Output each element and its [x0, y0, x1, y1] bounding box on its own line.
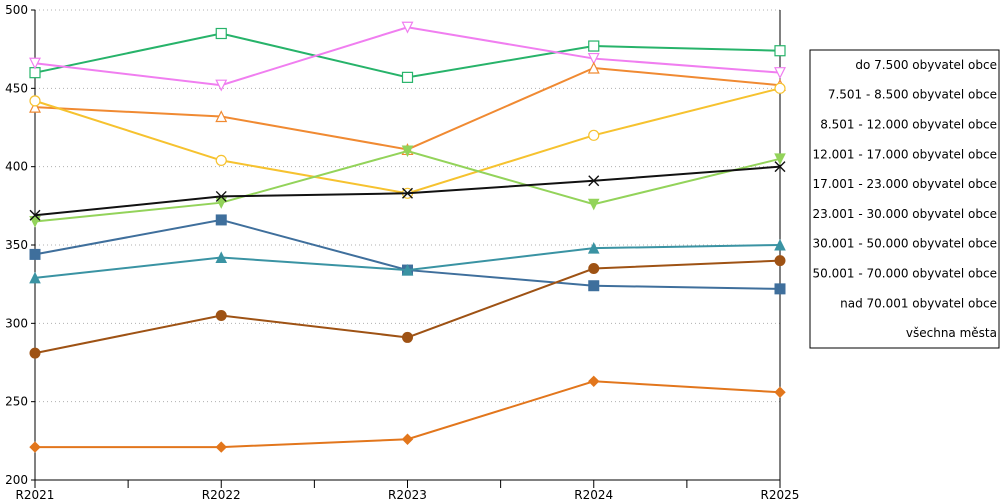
x-tick-label: R2022: [202, 488, 241, 500]
data-point: [402, 331, 413, 343]
series-line: [34, 87, 781, 195]
series-0: [29, 27, 786, 83]
x-tick-label: R2025: [761, 488, 800, 500]
data-point: [774, 153, 786, 165]
series-line: [34, 218, 781, 290]
data-point: [774, 386, 786, 398]
y-tick-label: 200: [5, 473, 28, 487]
data-point: [588, 263, 600, 274]
legend-entry: všechna města: [906, 326, 997, 340]
series-8: [29, 375, 786, 453]
legend-entry: nad 70.001 obyvatel obce: [840, 296, 997, 310]
data-point: [587, 52, 600, 65]
data-point: [401, 145, 414, 158]
data-point: [215, 27, 227, 40]
data-point: [774, 45, 786, 57]
series-lines: [29, 21, 786, 453]
data-point: [29, 95, 41, 107]
data-point: [402, 187, 413, 199]
data-point: [401, 263, 414, 276]
series-3: [29, 82, 786, 199]
series-6: [29, 238, 786, 284]
legend-entry: 17.001 - 23.000 obyvatel obce: [813, 177, 997, 191]
data-point: [587, 242, 600, 254]
series-line: [34, 32, 781, 79]
series-4: [29, 145, 786, 228]
data-point: [401, 71, 414, 83]
y-tick-label: 300: [5, 316, 28, 330]
legend: do 7.500 obyvatel obce 7.501 - 8.500 obyv…: [809, 49, 1000, 349]
data-point: [29, 441, 41, 453]
legend-entry: 8.501 - 12.000 obyvatel obce: [820, 118, 997, 132]
data-point: [29, 347, 41, 359]
x-tick-label: R2023: [388, 488, 427, 500]
data-point: [588, 375, 600, 388]
data-point: [29, 271, 41, 284]
data-point: [215, 190, 227, 202]
data-point: [215, 197, 228, 209]
y-tick-label: 500: [5, 3, 28, 17]
data-point: [29, 216, 41, 228]
data-point: [588, 280, 600, 292]
x-tick-label: R2024: [574, 488, 613, 500]
data-point: [29, 100, 41, 113]
data-point: [774, 283, 786, 295]
data-point: [215, 441, 227, 453]
data-point: [774, 255, 786, 267]
series-5: [29, 214, 786, 295]
data-point: [774, 238, 786, 251]
data-point: [215, 154, 227, 166]
series-1: [29, 21, 786, 92]
x-tick-label: R2021: [16, 488, 55, 500]
series-9: [29, 161, 786, 221]
legend-entry: do 7.500 obyvatel obce: [855, 58, 997, 72]
legend-entry: 50.001 - 70.000 obyvatel obce: [813, 267, 997, 281]
data-point: [215, 251, 228, 264]
data-point: [29, 57, 41, 70]
y-tick-label: 450: [5, 81, 28, 95]
data-point: [587, 61, 600, 74]
series-7: [29, 255, 786, 359]
data-point: [215, 79, 228, 92]
y-tick-label: 250: [5, 395, 28, 409]
series-line: [34, 149, 781, 223]
gridlines: [35, 9, 780, 403]
data-point: [588, 40, 600, 52]
data-point: [215, 214, 227, 226]
y-tick-label: 350: [5, 238, 28, 252]
legend-box: [809, 49, 1000, 349]
data-point: [774, 161, 786, 173]
y-tick-label: 400: [5, 160, 28, 174]
data-point: [215, 110, 228, 123]
data-point: [29, 248, 41, 260]
legend-entry: 23.001 - 30.000 obyvatel obce: [813, 207, 997, 221]
legend-entry: 12.001 - 17.000 obyvatel obce: [813, 147, 997, 161]
legend-entry: 7.501 - 8.500 obyvatel obce: [828, 88, 997, 102]
data-point: [401, 433, 414, 445]
legend-entry: 30.001 - 50.000 obyvatel obce: [813, 237, 997, 251]
data-point: [588, 175, 600, 187]
data-point: [401, 21, 414, 34]
data-point: [587, 198, 600, 211]
data-point: [774, 82, 786, 94]
data-point: [215, 310, 227, 321]
data-point: [774, 67, 786, 80]
data-point: [588, 129, 600, 141]
data-point: [29, 209, 41, 221]
